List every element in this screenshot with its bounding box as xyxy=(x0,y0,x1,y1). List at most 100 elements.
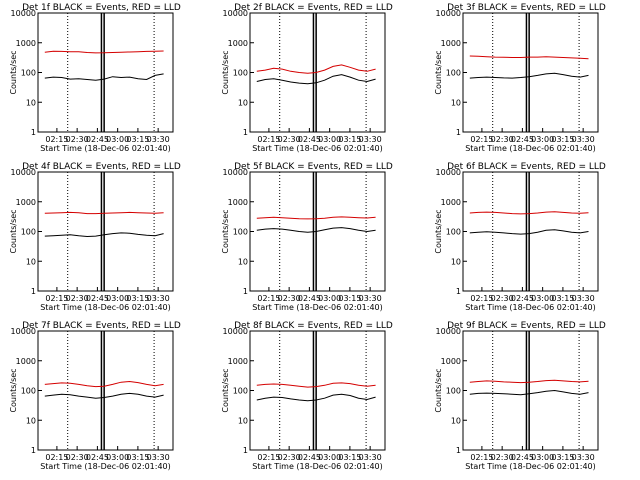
y-tick-label: 10000 xyxy=(436,9,461,18)
x-tick-label: 03:15 xyxy=(126,135,149,144)
y-tick-label: 100 xyxy=(21,228,36,237)
x-tick-label: 02:15 xyxy=(257,294,280,303)
y-tick-label: 10000 xyxy=(11,327,36,336)
y-tick-label: 1 xyxy=(243,128,248,137)
y-tick-label: 10 xyxy=(26,257,36,266)
y-tick-label: 1000 xyxy=(16,357,36,366)
plot-frame xyxy=(37,171,174,292)
lld-series-line xyxy=(469,211,589,215)
x-tick-label: 02:15 xyxy=(470,294,493,303)
x-tick-label: 02:30 xyxy=(278,294,301,303)
x-tick-label: 03:00 xyxy=(318,294,341,303)
x-tick-label: 02:30 xyxy=(278,135,301,144)
x-tick-label: 03:30 xyxy=(572,453,595,462)
x-tick-label: 03:00 xyxy=(318,453,341,462)
detector-panel-7: Det 7f BLACK = Events, RED = LLD 1 10 100 10… xyxy=(9,321,181,471)
plot-frame xyxy=(462,12,599,133)
events-series-line xyxy=(256,74,376,85)
detector-panel-3: Det 3f BLACK = Events, RED = LLD 1 10 100 10… xyxy=(434,3,606,153)
events-series-line xyxy=(256,227,376,233)
y-tick-label: 1 xyxy=(456,446,461,455)
y-tick-label: 1000 xyxy=(228,198,248,207)
panel-title: Det 3f BLACK = Events, RED = LLD xyxy=(447,3,606,13)
y-tick-label: 10000 xyxy=(223,327,248,336)
x-tick-label: 03:30 xyxy=(359,135,382,144)
x-tick-label: 02:45 xyxy=(86,135,109,144)
detector-panel-2: Det 2f BLACK = Events, RED = LLD 1 10 100 10… xyxy=(221,3,393,153)
y-tick-label: 1 xyxy=(243,446,248,455)
x-tick-label: 02:15 xyxy=(257,453,280,462)
lld-series-line xyxy=(44,380,164,388)
x-axis-label: Start Time (18-Dec-06 02:01:40) xyxy=(465,144,596,153)
detector-panel-4: Det 4f BLACK = Events, RED = LLD 1 10 100 10… xyxy=(9,162,181,312)
plot-frame xyxy=(37,12,174,133)
x-tick-label: 02:45 xyxy=(86,453,109,462)
lld-series-line xyxy=(469,55,589,60)
panel-title: Det 7f BLACK = Events, RED = LLD xyxy=(22,321,181,331)
x-tick-label: 02:30 xyxy=(278,453,301,462)
y-tick-label: 1000 xyxy=(228,357,248,366)
events-series-line xyxy=(469,229,589,235)
x-tick-label: 03:30 xyxy=(572,135,595,144)
y-tick-label: 100 xyxy=(233,228,248,237)
y-tick-label: 10 xyxy=(238,416,248,425)
x-tick-label: 03:00 xyxy=(531,294,554,303)
y-axis-label: Counts/sec xyxy=(9,50,18,94)
events-series-line xyxy=(44,392,164,399)
detector-panel-8: Det 8f BLACK = Events, RED = LLD 1 10 100 10… xyxy=(221,321,393,471)
events-series-line xyxy=(469,72,589,79)
x-tick-label: 03:00 xyxy=(531,453,554,462)
y-tick-label: 10 xyxy=(238,98,248,107)
x-tick-label: 02:45 xyxy=(298,294,321,303)
x-tick-label: 02:15 xyxy=(45,294,68,303)
events-series-line xyxy=(44,232,164,238)
x-tick-label: 02:45 xyxy=(86,294,109,303)
events-series-line xyxy=(469,389,589,396)
y-tick-label: 1000 xyxy=(16,39,36,48)
x-tick-label: 02:30 xyxy=(491,135,514,144)
panel-title: Det 4f BLACK = Events, RED = LLD xyxy=(22,162,181,172)
y-tick-label: 10 xyxy=(26,416,36,425)
x-tick-label: 03:30 xyxy=(147,135,170,144)
y-tick-label: 10 xyxy=(451,257,461,266)
x-tick-label: 03:30 xyxy=(572,294,595,303)
detector-panel-6: Det 6f BLACK = Events, RED = LLD 1 10 100 10… xyxy=(434,162,606,312)
y-tick-label: 10000 xyxy=(11,168,36,177)
panel-title: Det 5f BLACK = Events, RED = LLD xyxy=(234,162,393,172)
x-tick-label: 02:45 xyxy=(511,453,534,462)
lld-series-line xyxy=(256,216,376,220)
lld-series-line xyxy=(256,64,376,74)
x-tick-label: 02:15 xyxy=(257,135,280,144)
x-tick-label: 02:15 xyxy=(45,453,68,462)
x-axis-label: Start Time (18-Dec-06 02:01:40) xyxy=(252,144,383,153)
x-tick-label: 03:00 xyxy=(106,135,129,144)
x-tick-label: 03:15 xyxy=(126,294,149,303)
panel-title: Det 9f BLACK = Events, RED = LLD xyxy=(447,321,606,331)
plot-frame xyxy=(462,330,599,451)
detector-panel-9: Det 9f BLACK = Events, RED = LLD 1 10 100 10… xyxy=(434,321,606,471)
x-tick-label: 03:15 xyxy=(551,135,574,144)
y-tick-label: 1 xyxy=(243,287,248,296)
x-tick-label: 03:15 xyxy=(551,453,574,462)
lld-series-line xyxy=(469,379,589,384)
y-tick-label: 10000 xyxy=(223,168,248,177)
x-tick-label: 03:00 xyxy=(318,135,341,144)
plot-frame xyxy=(249,330,386,451)
y-axis-label: Counts/sec xyxy=(434,209,443,253)
plot-frame xyxy=(37,330,174,451)
detector-panel-1: Det 1f BLACK = Events, RED = LLD 1 10 100 10… xyxy=(9,3,181,153)
x-tick-label: 03:00 xyxy=(106,453,129,462)
x-tick-label: 02:30 xyxy=(66,294,89,303)
x-axis-label: Start Time (18-Dec-06 02:01:40) xyxy=(40,303,171,312)
y-tick-label: 1 xyxy=(31,128,36,137)
x-tick-label: 03:00 xyxy=(106,294,129,303)
x-tick-label: 02:30 xyxy=(491,453,514,462)
y-axis-label: Counts/sec xyxy=(9,209,18,253)
x-axis-label: Start Time (18-Dec-06 02:01:40) xyxy=(40,462,171,471)
x-axis-label: Start Time (18-Dec-06 02:01:40) xyxy=(465,303,596,312)
y-tick-label: 1 xyxy=(31,287,36,296)
y-tick-label: 1000 xyxy=(16,198,36,207)
y-axis-label: Counts/sec xyxy=(221,209,230,253)
x-tick-label: 03:00 xyxy=(531,135,554,144)
y-tick-label: 10 xyxy=(26,98,36,107)
